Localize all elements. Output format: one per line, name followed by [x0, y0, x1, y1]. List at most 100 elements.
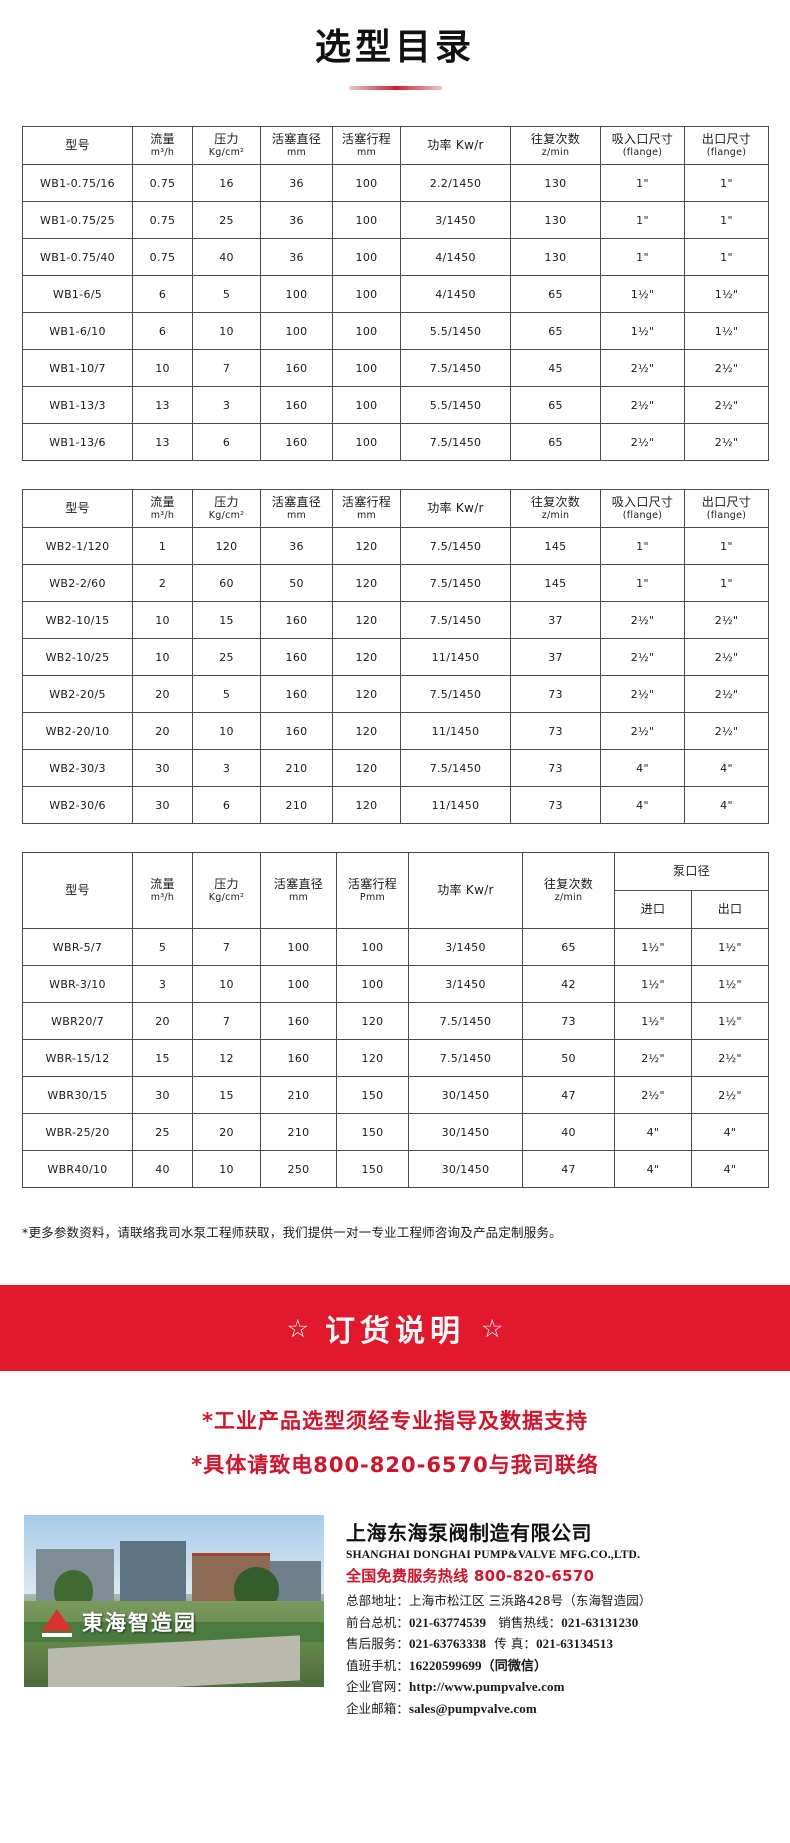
cell-value: 7.5/1450 [400, 564, 511, 602]
cell-model: WBR40/10 [22, 1150, 133, 1188]
table-row: WBR40/10 40 10 250 150 30/1450 47 4" 4" [22, 1150, 769, 1188]
cell-model: WBR-15/12 [22, 1039, 133, 1077]
cell-value: 120 [332, 786, 401, 824]
cell-model: WBR-5/7 [22, 928, 133, 966]
logo-triangle-shape [42, 1609, 72, 1632]
cell-value: 3 [192, 749, 261, 787]
cell-value: 6 [192, 423, 261, 461]
cell-model: WBR-25/20 [22, 1113, 133, 1151]
header-piston-diameter: 活塞直径 mm [260, 126, 333, 165]
notice-line-1: *工业产品选型须经专业指导及数据支持 [202, 1409, 588, 1433]
table-row: WB1-13/6 13 6 160 100 7.5/1450 65 2½" 2½" [22, 423, 769, 461]
cell-value: 120 [336, 1039, 409, 1077]
cell-model: WB2-20/5 [22, 675, 133, 713]
logo-bar-shape [42, 1633, 72, 1638]
front-desk-value: 021-63774539 [409, 1614, 487, 1630]
cell-value: 3 [132, 965, 193, 1003]
header-pressure: 压力 Kg/cm² [192, 852, 261, 929]
donghai-logo-icon [40, 1605, 74, 1639]
order-instruction-banner: ☆ 订货说明 ☆ [0, 1285, 790, 1371]
cell-value: 100 [260, 312, 333, 350]
cell-value: 210 [260, 749, 333, 787]
cell-value: 50 [522, 1039, 615, 1077]
table-header-row-top: 型号 流量 m³/h 压力 Kg/cm² 活塞直径 mm 活塞行程 Pmm 功率 Kw/… [22, 852, 769, 929]
cell-value: 210 [260, 1113, 337, 1151]
cell-value: 3 [192, 386, 261, 424]
header-flow: 流量 m³/h [132, 489, 193, 528]
cell-value: 120 [192, 527, 261, 565]
service-label: 售后服务： [346, 1636, 410, 1651]
cell-value: 2½" [684, 386, 769, 424]
cell-value: 40 [132, 1150, 193, 1188]
cell-value: 7.5/1450 [408, 1002, 523, 1040]
cell-value: 4" [691, 1113, 769, 1151]
cell-value: 15 [192, 601, 261, 639]
cell-model: WBR20/7 [22, 1002, 133, 1040]
cell-value: 7 [192, 928, 261, 966]
table-row: WB1-6/10 6 10 100 100 5.5/1450 65 1½" 1½" [22, 312, 769, 350]
address-value: 上海市松江区 三浜路428号（东海智造园） [409, 1593, 652, 1608]
notice-line-2: *具体请致电800-820-6570与我司联络 [191, 1453, 599, 1477]
header-frequency: 往复次数 z/min [510, 489, 601, 528]
front-desk-label: 前台总机： [346, 1614, 410, 1630]
header-outlet-size: 出口尺寸 (flange) [684, 126, 769, 165]
cell-value: 7.5/1450 [400, 423, 511, 461]
cell-value: 73 [510, 675, 601, 713]
cell-value: 1 [132, 527, 193, 565]
cell-value: 1" [600, 164, 685, 202]
notice-block: *工业产品选型须经专业指导及数据支持 *具体请致电800-820-6570与我司… [0, 1371, 790, 1509]
mobile-line: 值班手机：16220599699（同微信） [346, 1655, 651, 1674]
cell-value: 73 [510, 749, 601, 787]
cell-value: 30/1450 [408, 1076, 523, 1114]
header-piston-stroke: 活塞行程 mm [332, 126, 401, 165]
cell-model: WB2-10/25 [22, 638, 133, 676]
cell-value: 3/1450 [408, 928, 523, 966]
cell-value: 1½" [614, 928, 692, 966]
cell-value: 13 [132, 423, 193, 461]
cell-value: 2½" [600, 386, 685, 424]
header-pressure: 压力 Kg/cm² [192, 489, 261, 528]
cell-model: WB1-6/10 [22, 312, 133, 350]
header-piston-diameter: 活塞直径 mm [260, 852, 337, 929]
cell-value: 7.5/1450 [400, 675, 511, 713]
cell-value: 100 [332, 201, 401, 239]
catalog-page: 选型目录 型号 流量 m³/h 压力 Kg/cm² 活塞直径 mm 活塞行程 mm 功率… [0, 27, 790, 1719]
page-title: 选型目录 [314, 27, 475, 68]
company-info: 上海东海泵阀制造有限公司 SHANGHAI DONGHAI PUMP&VALVE… [346, 1515, 651, 1719]
cell-value: 73 [522, 1002, 615, 1040]
cell-value: 3/1450 [400, 201, 511, 239]
table-row: WB1-0.75/40 0.75 40 36 100 4/1450 130 1" 1" [22, 238, 769, 276]
cell-value: 120 [332, 712, 401, 750]
cell-value: 10 [132, 601, 193, 639]
cell-value: 4/1450 [400, 238, 511, 276]
cell-value: 1" [684, 527, 769, 565]
cell-value: 36 [260, 164, 333, 202]
cell-value: 10 [132, 638, 193, 676]
cell-model: WB1-10/7 [22, 349, 133, 387]
mobile-label: 值班手机： [346, 1657, 410, 1673]
cell-model: WB1-0.75/40 [22, 238, 133, 276]
cell-value: 7.5/1450 [400, 749, 511, 787]
cell-value: 1" [684, 164, 769, 202]
cell-value: 100 [336, 928, 409, 966]
table-header-row: 型号 流量 m³/h 压力 Kg/cm² 活塞直径 mm 活塞行程 mm 功率 Kw/r… [22, 126, 769, 165]
banner-title: 订货说明 [325, 1314, 465, 1349]
cell-value: 100 [332, 349, 401, 387]
table-row: WBR-3/10 3 10 100 100 3/1450 42 1½" 1½" [22, 965, 769, 1003]
service-fax-line: 售后服务：021-63763338 传 真：021-63134513 [346, 1633, 651, 1652]
cell-value: 7.5/1450 [400, 527, 511, 565]
cell-value: 4/1450 [400, 275, 511, 313]
email-value[interactable]: sales@pumpvalve.com [409, 1700, 537, 1716]
table-row: WB2-30/3 30 3 210 120 7.5/1450 73 4" 4" [22, 749, 769, 787]
cell-value: 4" [614, 1113, 692, 1151]
factory-photo: 東海智造园 [24, 1515, 324, 1687]
cell-value: 100 [332, 423, 401, 461]
cell-value: 1½" [614, 965, 692, 1003]
spec-tables: 型号 流量 m³/h 压力 Kg/cm² 活塞直径 mm 活塞行程 mm 功率 Kw/r… [0, 126, 790, 1188]
cell-value: 100 [260, 965, 337, 1003]
cell-value: 160 [260, 1002, 337, 1040]
website-value[interactable]: http://www.pumpvalve.com [409, 1679, 565, 1694]
address-line: 总部地址：上海市松江区 三浜路428号（东海智造园） [346, 1590, 651, 1609]
header-flow: 流量 m³/h [132, 852, 193, 929]
header-bore-group: 泵口径 [614, 852, 769, 891]
